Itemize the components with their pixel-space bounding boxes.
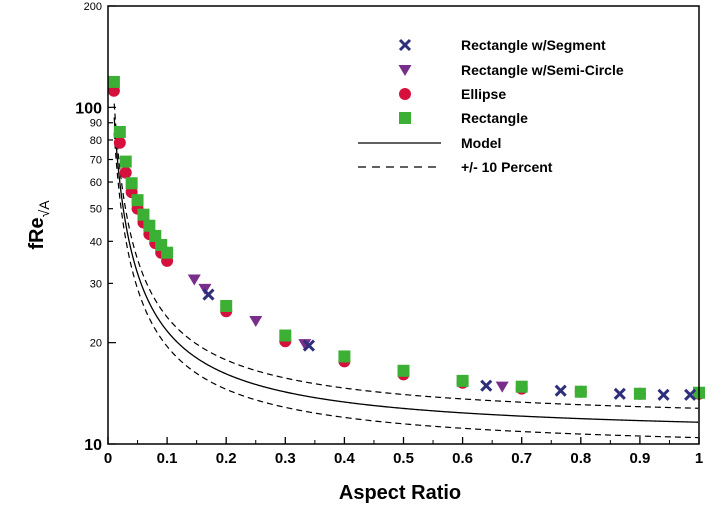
data-point	[397, 364, 410, 377]
y-tick-label: 200	[84, 1, 102, 13]
data-point	[456, 374, 469, 387]
y-tick-label: 90	[90, 118, 102, 130]
data-point	[298, 339, 312, 351]
x-tick-label: 0.9	[629, 450, 650, 467]
data-point	[613, 387, 626, 400]
y-tick-label: 10	[84, 437, 102, 454]
legend-item-ellipse: Ellipse	[399, 86, 506, 102]
data-point	[149, 229, 162, 242]
y-tick-label: 100	[75, 100, 102, 117]
x-axis-title: Aspect Ratio	[339, 482, 461, 504]
x-tick-label: 0.7	[511, 450, 532, 467]
data-point	[338, 350, 351, 363]
legend-label: Rectangle w/Segment	[461, 37, 606, 53]
data-point	[131, 194, 144, 207]
band-lower-line	[113, 132, 699, 439]
data-point	[249, 315, 263, 327]
data-point	[574, 385, 587, 398]
legend-label: Rectangle	[461, 110, 528, 126]
data-point	[125, 177, 138, 190]
legend-label: Rectangle w/Semi-Circle	[461, 62, 624, 78]
legend-swatch	[399, 112, 411, 124]
data-point	[554, 384, 567, 397]
legend-swatch	[398, 65, 412, 76]
data-point	[119, 166, 132, 179]
marker-layer	[107, 75, 705, 401]
legend: Rectangle w/Segment Rectangle w/Semi-Circ…	[358, 37, 624, 175]
data-point	[495, 381, 509, 393]
y-tick-label: 80	[90, 135, 102, 147]
data-point	[220, 299, 233, 312]
y-axis-title-main: fRe	[26, 217, 48, 249]
x-tick-label: 0.6	[452, 450, 473, 467]
x-tick-label: 0.3	[275, 450, 296, 467]
y-tick-label: 50	[90, 204, 102, 216]
legend-label: Model	[461, 135, 501, 151]
tick-layer: 0 0.1 0.2 0.3 0.4 0.5 0.6 0.7 0.8 0.9 1 10 20 30 40 50 6…	[75, 1, 703, 467]
y-tick-label: 70	[90, 154, 102, 166]
y-tick-label: 30	[90, 278, 102, 290]
x-tick-label: 0.2	[216, 450, 237, 467]
x-tick-label: 0	[104, 450, 112, 467]
svg-text:fRe√A: fRe√A	[26, 200, 52, 250]
data-point	[143, 219, 156, 232]
series-rectangle	[107, 75, 705, 400]
x-tick-label: 0.1	[157, 450, 178, 467]
legend-label: +/- 10 Percent	[461, 159, 553, 175]
series-rectangle-w-segment	[202, 288, 697, 401]
data-point	[119, 155, 132, 168]
data-point	[302, 339, 316, 352]
band-upper-line	[113, 103, 699, 409]
data-point	[113, 136, 126, 149]
legend-item-rectangle-w-segment: Rectangle w/Segment	[398, 37, 606, 53]
x-tick-label: 0.8	[570, 450, 591, 467]
legend-swatch	[399, 88, 411, 100]
data-point	[202, 288, 215, 301]
y-tick-label: 40	[90, 236, 102, 248]
data-point	[657, 388, 670, 401]
y-tick-label: 20	[90, 338, 102, 350]
data-point	[279, 329, 292, 342]
data-point	[684, 388, 697, 401]
x-tick-label: 1	[695, 450, 703, 467]
data-point	[107, 75, 120, 88]
legend-swatch	[398, 38, 412, 52]
data-point	[137, 208, 150, 221]
data-point	[633, 387, 646, 400]
x-tick-label: 0.4	[334, 450, 356, 467]
data-point	[187, 274, 201, 286]
data-point	[480, 379, 493, 392]
y-axis-title: fRe√A	[26, 200, 52, 250]
x-tick-label: 0.5	[393, 450, 414, 467]
data-point	[161, 246, 174, 259]
model-line	[113, 117, 699, 423]
band-layer	[113, 103, 699, 439]
model-layer	[113, 117, 699, 423]
data-point	[113, 125, 126, 138]
y-axis-title-subscript: √A	[36, 200, 52, 218]
legend-item-rectangle-w-semi-circle: Rectangle w/Semi-Circle	[398, 62, 624, 78]
y-tick-label: 60	[90, 177, 102, 189]
legend-item-band: +/- 10 Percent	[358, 159, 553, 175]
legend-label: Ellipse	[461, 86, 506, 102]
legend-item-model: Model	[358, 135, 501, 151]
legend-item-rectangle: Rectangle	[399, 110, 528, 126]
data-point	[515, 380, 528, 393]
